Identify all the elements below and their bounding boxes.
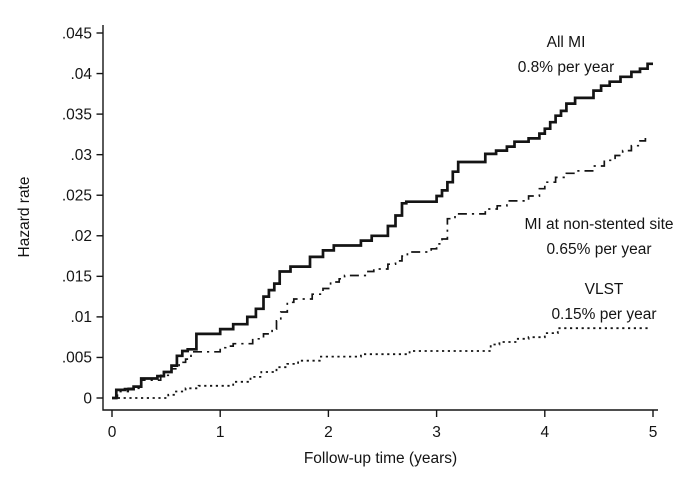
y-tick-label: .035: [62, 106, 92, 123]
series-annotation: VLST: [585, 281, 624, 298]
y-tick-label: .01: [70, 309, 92, 326]
series-line-mi-at-non-stented-site: [112, 135, 649, 399]
x-tick-label: 1: [216, 424, 225, 441]
x-tick-label: 2: [324, 424, 333, 441]
series-annotation: 0.8% per year: [518, 59, 615, 76]
x-tick-label: 3: [432, 424, 441, 441]
series-annotation: 0.65% per year: [546, 241, 651, 258]
series-annotation: MI at non-stented site: [524, 216, 673, 233]
y-tick-label: 0: [83, 390, 92, 407]
y-tick-label: .02: [70, 228, 92, 245]
series-annotation: 0.15% per year: [551, 306, 656, 323]
y-tick-label: .045: [62, 25, 92, 42]
y-tick-label: .03: [70, 147, 92, 164]
y-tick-label: .025: [62, 188, 92, 205]
y-axis-title: Hazard rate: [16, 176, 33, 258]
x-tick-label: 0: [108, 424, 117, 441]
x-tick-label: 4: [540, 424, 549, 441]
y-tick-label: .005: [62, 350, 92, 367]
x-tick-label: 5: [649, 424, 658, 441]
y-tick-label: .015: [62, 269, 92, 286]
series-line-vlst: [112, 327, 648, 399]
y-tick-label: .04: [70, 66, 92, 83]
series-line-all-mi: [112, 62, 653, 400]
x-axis-title: Follow-up time (years): [303, 450, 458, 467]
axis-spines: [102, 25, 658, 411]
series-annotation: All MI: [547, 34, 586, 51]
